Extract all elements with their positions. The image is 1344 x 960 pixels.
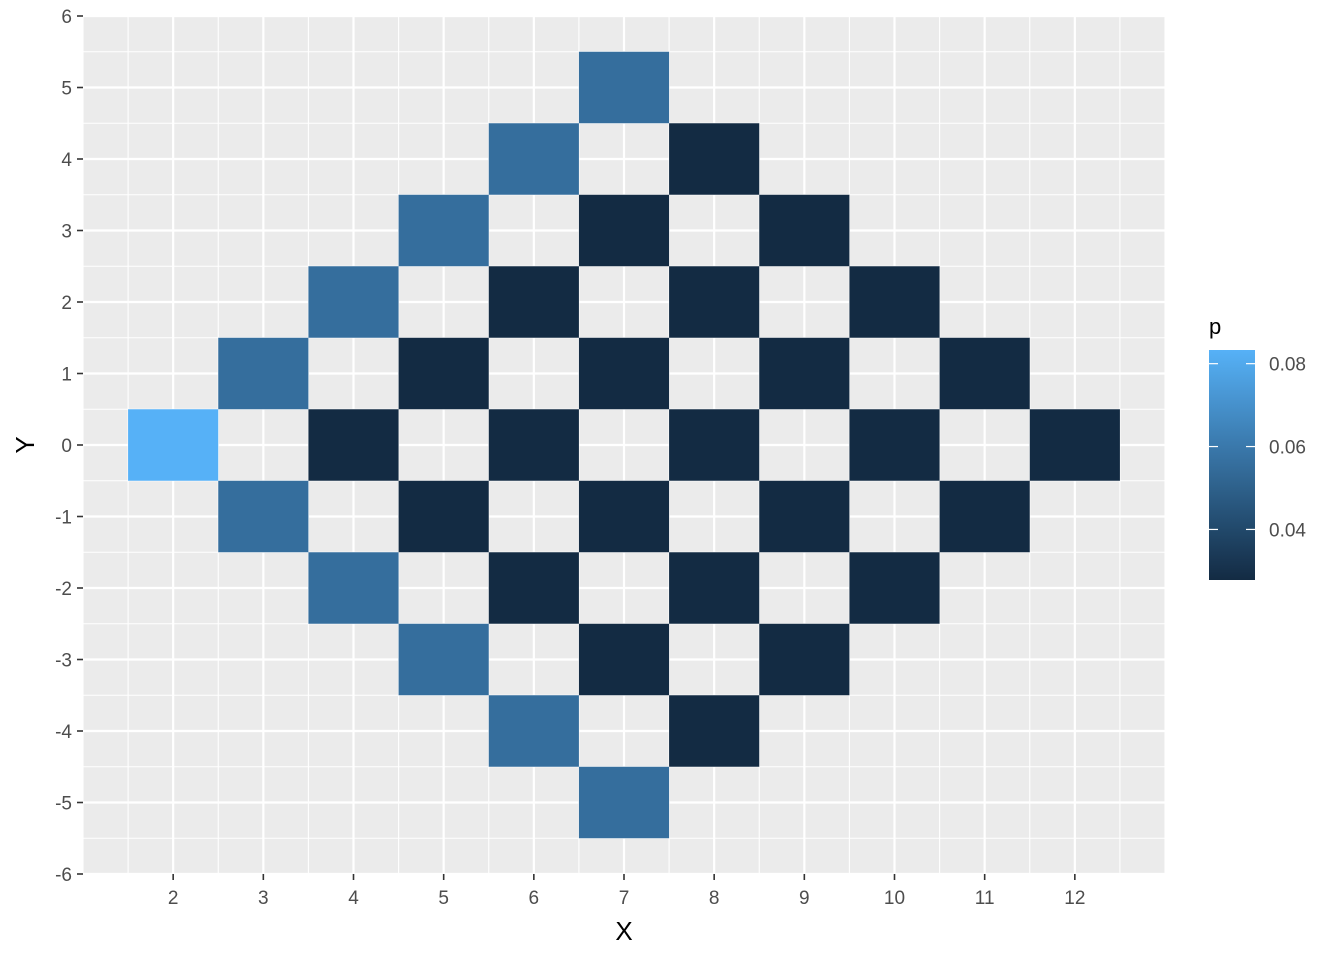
heatmap-tile: [308, 409, 399, 481]
heatmap-tile: [488, 123, 579, 195]
heatmap-tile: [849, 552, 940, 624]
heatmap-tile: [759, 194, 850, 267]
y-axis-title: Y: [10, 436, 40, 453]
heatmap-tile: [218, 337, 309, 410]
heatmap-tile: [849, 409, 940, 481]
heatmap-tile: [128, 409, 219, 481]
legend-ticks: 0.04 0.06 0.08: [1209, 355, 1306, 541]
x-tick-label: 11: [975, 888, 995, 909]
heatmap-tile: [578, 766, 670, 839]
x-tick-label: 2: [168, 888, 179, 909]
heatmap-tile: [578, 51, 670, 124]
color-legend: p 0.04 0.06 0.08: [1209, 314, 1306, 580]
heatmap-tile: [488, 409, 579, 481]
legend-colorbar: [1209, 350, 1255, 580]
legend-label: 0.06: [1269, 438, 1306, 459]
heatmap-tile: [669, 266, 760, 338]
heatmap-tiles: [128, 51, 1120, 839]
x-tick-label: 3: [258, 888, 269, 909]
y-tick-label: -4: [55, 722, 72, 743]
heatmap-tile: [218, 480, 309, 553]
heatmap-tile: [939, 480, 1030, 553]
heatmap-tile: [398, 480, 489, 553]
y-tick-label: -2: [55, 579, 72, 600]
heatmap-tile: [849, 266, 940, 338]
heatmap-tile: [759, 480, 850, 553]
heatmap-tile: [669, 552, 760, 624]
x-tick-label: 12: [1064, 888, 1085, 909]
y-tick-label: 6: [61, 7, 72, 28]
x-tick-label: 10: [884, 888, 905, 909]
y-tick-label: 5: [61, 79, 72, 100]
legend-label: 0.08: [1269, 355, 1306, 376]
x-tick-label: 8: [709, 888, 720, 909]
heatmap-tile: [398, 194, 489, 267]
heatmap-tile: [308, 552, 399, 624]
y-tick-label: 0: [61, 436, 72, 457]
y-tick-label: -3: [55, 651, 72, 672]
heatmap-tile: [578, 194, 670, 267]
heatmap-tile: [1029, 409, 1120, 481]
y-tick-label: 1: [61, 365, 72, 386]
heatmap-tile: [308, 266, 399, 338]
heatmap-tile: [669, 409, 760, 481]
x-tick-label: 5: [438, 888, 449, 909]
y-tick-label: -6: [55, 865, 72, 886]
y-tick-label: 3: [61, 222, 72, 243]
heatmap-tile: [578, 337, 670, 410]
y-axis: -6 -5 -4 -3 -2 -1 0 1 2 3 4 5 6: [55, 7, 83, 886]
legend-title: p: [1209, 314, 1221, 339]
heatmap-tile: [759, 337, 850, 410]
heatmap-tile: [578, 480, 670, 553]
y-tick-label: 2: [61, 293, 72, 314]
x-tick-label: 7: [619, 888, 630, 909]
heatmap-tile: [488, 552, 579, 624]
heatmap-tile: [488, 266, 579, 338]
y-tick-label: -5: [55, 794, 72, 815]
y-tick-label: -1: [55, 508, 72, 529]
x-tick-label: 9: [799, 888, 810, 909]
heatmap-tile: [398, 623, 489, 696]
legend-label: 0.04: [1269, 520, 1306, 541]
x-axis-title: X: [615, 916, 632, 946]
heatmap-tile: [488, 695, 579, 767]
heatmap-tile: [939, 337, 1030, 410]
heatmap-tile: [578, 623, 670, 696]
x-axis: 2 3 4 5 6 7 8 9 10 11 12: [168, 874, 1085, 909]
x-tick-label: 4: [348, 888, 359, 909]
x-tick-label: 6: [529, 888, 540, 909]
heatmap-tile: [759, 623, 850, 696]
heatmap-tile: [398, 337, 489, 410]
y-tick-label: 4: [61, 150, 72, 171]
heatmap-tile: [669, 695, 760, 767]
heatmap-tile: [669, 123, 760, 195]
